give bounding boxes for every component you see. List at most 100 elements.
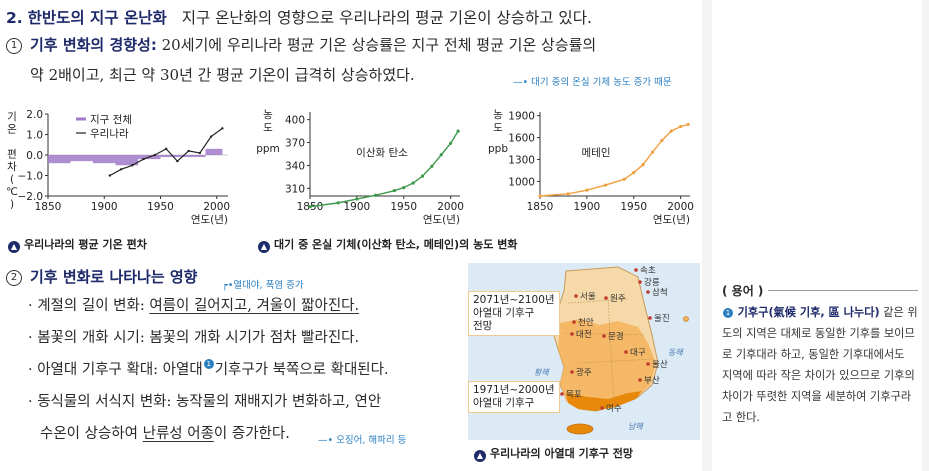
city-label: 속초 [640,266,656,276]
city-dot [624,350,628,354]
city-dot [602,334,606,338]
note-bracket-icon: ┍• [222,280,234,291]
gas-point [439,153,443,157]
glossary-divider [768,290,918,291]
y-tick-label: 400 [285,115,305,127]
y-tick-label: 340 [285,160,305,172]
gas-point [392,189,396,193]
city-dot [638,280,642,284]
point2-heading: 2 기후 변화로 나타나는 영향 [6,266,197,287]
city-label: 문경 [608,331,624,342]
chart-methane: 1850 1900 1950 2000 1900 1600 1300 1000 연도(년) 농도p… [488,109,694,226]
gas-point [632,171,636,175]
global-bar [115,155,138,166]
x-tick-label: 2000 [437,201,464,213]
y-axis-title-char: 차 [7,161,17,173]
glossary-term: 기후구(氣候 기후, 區 나누다) [737,306,880,319]
ulleung-island [683,316,689,322]
gas-point [456,129,460,133]
caption-arrow-icon: ▲ [474,450,486,462]
point2-title: 기후 변화로 나타나는 영향 [30,268,198,286]
bullet-season: · 계절의 길이 변화: 여름이 길어지고, 겨울이 짧아진다. [28,298,360,314]
y-tick-label: 2.0 [26,109,43,121]
global-bar [183,155,206,158]
city-dot [634,268,638,272]
x-tick-label: 1950 [147,201,174,213]
glossary-ref-marker[interactable]: 1 [203,359,214,369]
section-number: 2. [6,9,23,27]
korea-point [142,157,145,161]
city-label: 부산 [644,375,660,386]
sea-label: 남해 [628,422,644,431]
note-arrow-icon: —• [513,77,529,88]
city-label: 울진 [654,313,670,324]
city-label: 강릉 [644,277,660,288]
x-tick-label: 1900 [574,201,601,213]
fish-note: —• 오징어, 해파리 등 [318,435,407,446]
series-annotation: 메테인 [582,147,611,159]
city-label: 대구 [630,348,646,358]
y-tick-label: 1000 [508,176,535,188]
bullet-subtropical-label: 아열대 기후구 확대: [37,362,159,378]
korea-point [198,151,202,155]
y-tick-label: 370 [285,138,305,150]
city-label: 울산 [652,359,668,370]
gas-point [641,162,645,167]
map-legend-2071: 2071년~2100년 아열대 기후구 전망 [468,291,560,336]
y-axis-title-char: 농 [263,109,273,121]
caption-arrow-icon: ▲ [258,241,270,253]
x-axis-title: 연도(년) [191,214,228,226]
x-tick-label: 1950 [390,201,417,213]
point1-marker: 1 [6,38,22,54]
korea-point [153,153,157,157]
caption-arrow-icon: ▲ [8,241,20,253]
city-dot [604,296,608,300]
korea-point [119,168,123,171]
city-dot [648,316,652,320]
legend-korea-label: 우리나라 [90,128,129,140]
gas-point [566,192,570,196]
y-tick-label: −1.0 [18,171,44,183]
bullet-flower: · 봄꽃의 개화 시기: 봄꽃의 개화 시기가 점차 빨라진다. [28,330,360,346]
bullet-subtropical: · 아열대 기후구 확대: 아열대 1 기후구가 북쪽으로 확대된다. [28,359,389,378]
y-axis-title-char: 도 [493,122,503,134]
gas-point [430,164,434,168]
city-dot [560,392,564,396]
caption-chart1: ▲ 우리나라의 평균 기온 편차 [8,236,147,253]
korea-point [176,159,179,163]
jeju-island [566,423,594,435]
gas-point [355,197,359,201]
global-bar [93,155,116,164]
caption-map: ▲ 우리나라의 아열대 기후구 전망 [474,445,633,462]
city-label: 삼척 [652,287,668,298]
bullet-habitat-label: 동식물의 서식지 변화: [37,394,172,410]
point1-title: 기후 변화의 경향성: [30,36,157,54]
bullet-subtropical-text-b: 기후구가 북쪽으로 확대된다. [214,362,389,378]
future-subtropical-zone [558,319,656,411]
city-label: 목포 [566,390,582,400]
past-subtropical-zone [566,391,642,411]
korea-point [187,149,190,153]
series-annotation: 이산화 탄소 [356,147,408,159]
map-legend-1971: 1971년~2000년 아열대 기후구 [468,381,560,413]
x-tick-label: 2000 [203,201,230,213]
city-dot [646,362,650,366]
y-axis-title-char: ) [10,199,14,211]
chart-co2: 1850190019502000400370340310연도(년)농도ppm이산… [256,109,464,226]
global-bar [48,155,71,164]
y-axis-title-char: 편 [7,148,17,161]
bullet-habitat-line2: 수온이 상승하여 난류성 어종이 증가한다. [40,426,290,442]
x-axis-title: 연도(년) [653,214,690,226]
korea-point [209,135,213,138]
y-tick-label: 310 [285,183,305,195]
glossary-header: ( 용어 ) [722,284,764,298]
city-dot [646,290,650,294]
section-title: 한반도의 지구 온난화 [27,9,167,27]
point1-side-note: —• 대기 중의 온실 기체 농도 증가 때문 [513,77,672,88]
glossary-panel [712,0,922,471]
global-bar [160,155,183,158]
sea-label: 동해 [668,348,684,357]
